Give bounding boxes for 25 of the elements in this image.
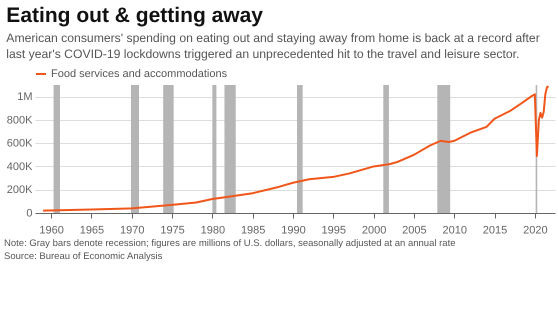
x-tick-label: 2020: [523, 224, 548, 236]
x-tick-label: 1980: [200, 224, 226, 236]
x-tick-label: 1960: [39, 224, 64, 236]
x-tick-label: 1975: [160, 224, 185, 236]
x-tick-label: 1995: [322, 224, 346, 236]
y-tick-label: 1M: [17, 91, 32, 104]
x-tick-label: 1970: [120, 224, 144, 236]
x-tick-label: 1990: [281, 224, 306, 236]
y-tick-label: 800K: [6, 114, 34, 126]
chart-subtitle: American consumers' spending on eating out and staying away from home is back at a record after last year's COVID-19 lockdowns triggered an unprecedented hit to the travel and leisure sector.: [6, 30, 540, 61]
x-tick-label: 2015: [482, 224, 508, 236]
x-tick-label: 1985: [240, 224, 266, 236]
x-tick-label: 2005: [402, 224, 427, 236]
y-tick-label: 600K: [6, 138, 34, 150]
line-series: [42, 85, 550, 212]
chart-title: Eating out & getting away: [6, 4, 264, 27]
legend-label: Food services and accommodations: [51, 68, 228, 80]
text: Note: Gray bars denote recession; figures are millions of U.S. dollars, seasonally adjusted at an annual rate: [4, 237, 456, 250]
y-tick-label: 200K: [6, 184, 34, 196]
x-tick-label: 2010: [442, 224, 467, 236]
source-note: Source: Bureau of Economic Analysis: [4, 250, 164, 263]
y-tick-label: 400K: [6, 160, 34, 173]
x-tick-label: 2000: [362, 224, 386, 236]
x-tick-label: 1965: [80, 224, 104, 236]
y-tick-label: 0: [26, 208, 32, 220]
